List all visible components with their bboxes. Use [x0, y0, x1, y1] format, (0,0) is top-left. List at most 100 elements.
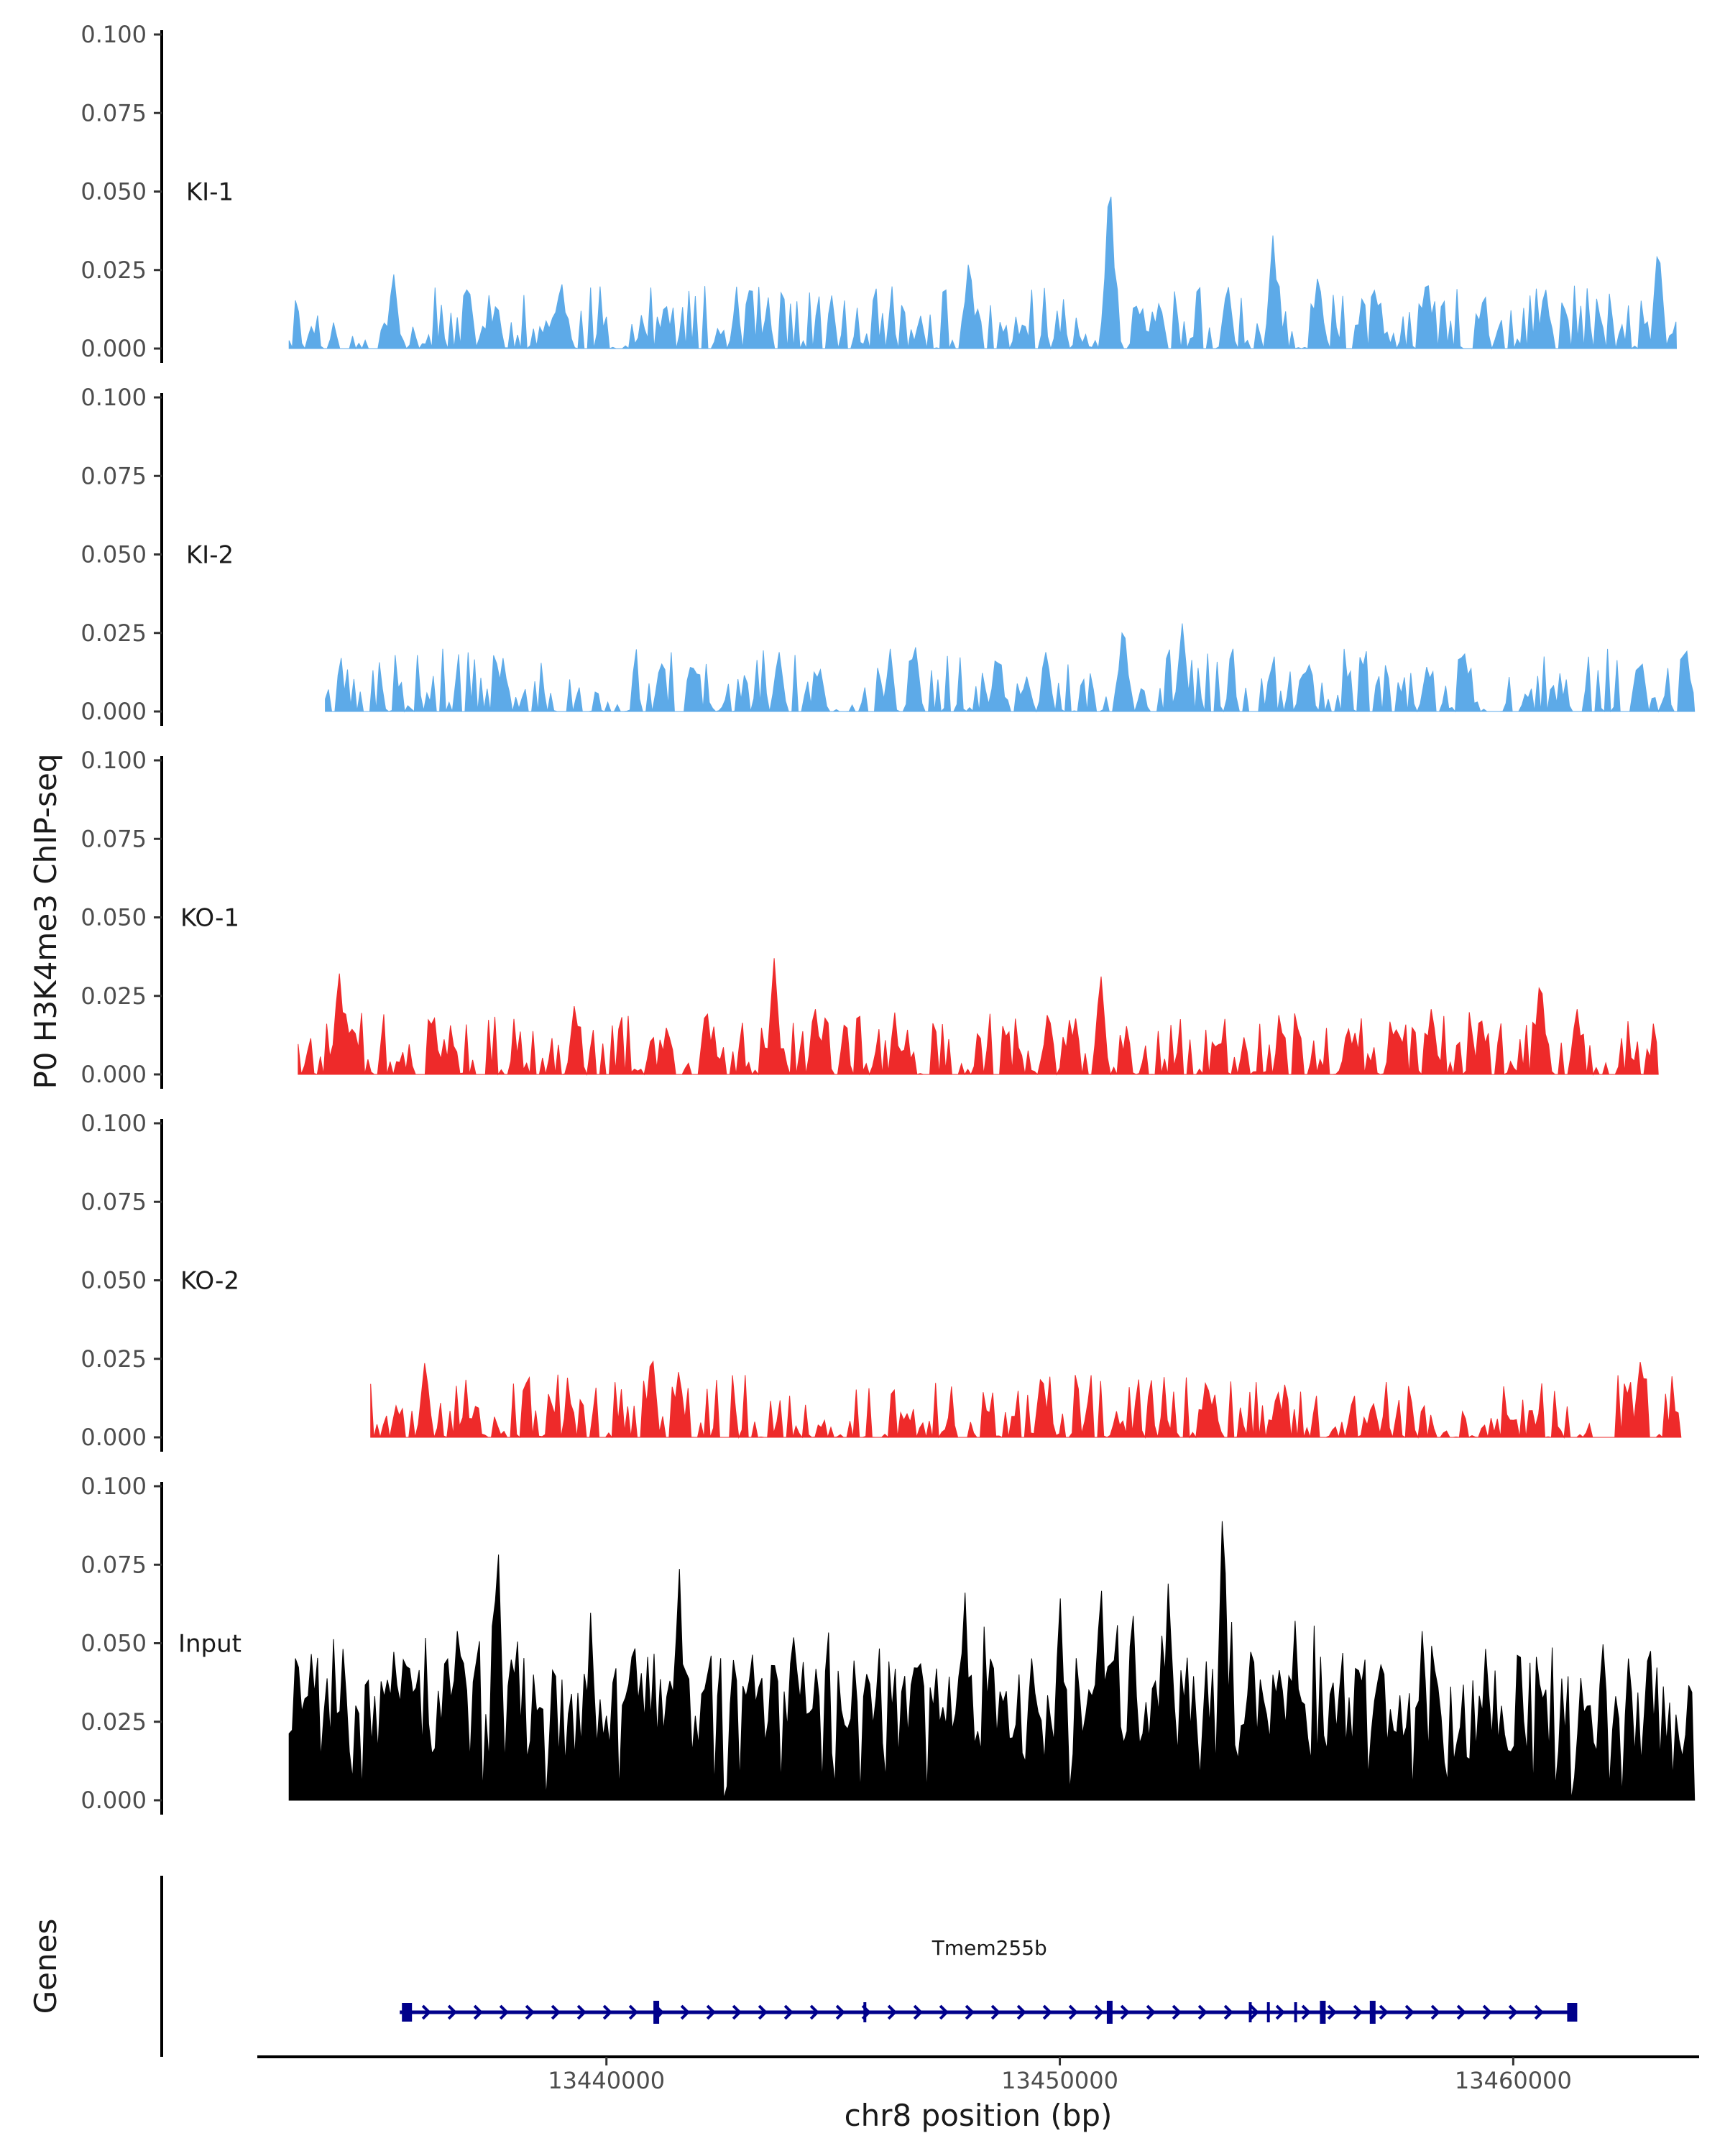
- genes-panel: Genes Tmem255b: [28, 1876, 1578, 2057]
- strand-arrow: [758, 2004, 768, 2020]
- strand-arrow: [732, 2004, 742, 2020]
- gene-name-label: Tmem255b: [932, 1936, 1047, 1960]
- strand-arrow: [1068, 2004, 1078, 2020]
- y-tick-label: 0.100: [80, 384, 147, 411]
- y-tick-label: 0.000: [80, 1424, 147, 1451]
- y-tick-label: 0.050: [80, 178, 147, 206]
- coverage-area: [298, 958, 1659, 1076]
- strand-arrow: [706, 2004, 716, 2020]
- strand-arrow: [1379, 2004, 1389, 2020]
- strand-arrow: [1456, 2004, 1466, 2020]
- strand-arrow: [1120, 2004, 1130, 2020]
- y-tick-label: 0.025: [80, 257, 147, 284]
- strand-arrow: [421, 2004, 431, 2020]
- y-tick-label: 0.025: [80, 619, 147, 647]
- track-ki-2: 0.000 0.025 0.050 0.075 0.100 KI-2: [80, 384, 1696, 726]
- strand-arrow: [1430, 2004, 1440, 2020]
- y-tick-label: 0.050: [80, 904, 147, 931]
- track-label: KI-2: [186, 541, 234, 570]
- coverage-area: [288, 196, 1678, 350]
- y-tick-label: 0.000: [80, 1787, 147, 1814]
- track-label: Input: [178, 1630, 242, 1659]
- gene-exon: [863, 2002, 867, 2022]
- track-label: KI-1: [186, 178, 234, 207]
- gene-exon: [653, 2001, 660, 2024]
- strand-arrow: [1249, 2004, 1259, 2020]
- y-tick-label: 0.075: [80, 462, 147, 489]
- y-tick-label: 0.000: [80, 698, 147, 725]
- strand-arrow: [1016, 2004, 1026, 2020]
- strand-arrow: [1482, 2004, 1492, 2020]
- strand-arrow: [1534, 2004, 1544, 2020]
- strand-arrow: [1508, 2004, 1518, 2020]
- strand-arrow: [576, 2004, 586, 2020]
- track-ko-1: 0.000 0.025 0.050 0.075 0.100 KO-1: [80, 747, 1659, 1089]
- coverage-area: [288, 1521, 1696, 1801]
- gene-exon: [402, 2003, 413, 2022]
- y-tick-label: 0.100: [80, 1110, 147, 1137]
- y-tick-label: 0.050: [80, 1630, 147, 1657]
- coverage-area: [370, 1360, 1682, 1439]
- x-tick-label: 13440000: [548, 2067, 665, 2094]
- strand-arrow: [1353, 2004, 1363, 2020]
- strand-arrow: [447, 2004, 457, 2020]
- y-tick-label: 0.100: [80, 21, 147, 48]
- y-tick-label: 0.000: [80, 335, 147, 362]
- x-axis: 13440000 13450000 13460000: [257, 2055, 1699, 2094]
- y-tick-label: 0.100: [80, 747, 147, 774]
- track-input: 0.000 0.025 0.050 0.075 0.100 Input: [80, 1473, 1696, 1815]
- y-tick-label: 0.025: [80, 982, 147, 1010]
- strand-arrow: [913, 2004, 923, 2020]
- gene-exon: [1294, 2002, 1297, 2022]
- genes-axis-title: Genes: [28, 1919, 63, 2014]
- strand-arrow: [1275, 2004, 1285, 2020]
- strand-arrow: [1146, 2004, 1156, 2020]
- strand-arrow: [1301, 2004, 1311, 2020]
- strand-arrow: [1197, 2004, 1208, 2020]
- y-tick-label: 0.025: [80, 1345, 147, 1373]
- strand-arrow: [1094, 2004, 1104, 2020]
- strand-arrow: [628, 2004, 638, 2020]
- y-tick-label: 0.050: [80, 541, 147, 568]
- strand-arrow: [990, 2004, 1000, 2020]
- coverage-area: [325, 623, 1696, 713]
- tracks-layer: 0.0000.0250.0500.0750.100KI-10.0000.0250…: [80, 21, 1696, 1815]
- strand-arrow: [783, 2004, 794, 2020]
- strand-arrow: [1404, 2004, 1414, 2020]
- strand-arrow: [602, 2004, 612, 2020]
- track-label: KO-2: [180, 1267, 239, 1296]
- gene-exon: [1320, 2001, 1326, 2024]
- y-tick-label: 0.025: [80, 1708, 147, 1736]
- x-tick-label: 13450000: [1001, 2067, 1118, 2094]
- strand-arrow: [835, 2004, 845, 2020]
- x-tick-label: 13460000: [1455, 2067, 1572, 2094]
- strand-arrow: [1223, 2004, 1233, 2020]
- y-tick-label: 0.050: [80, 1267, 147, 1294]
- track-ko-2: 0.000 0.025 0.050 0.075 0.100 KO-2: [80, 1110, 1682, 1452]
- strand-arrow: [551, 2004, 561, 2020]
- y-tick-label: 0.075: [80, 825, 147, 852]
- track-ki-1: 0.000 0.025 0.050 0.075 0.100 KI-1: [80, 21, 1678, 363]
- strand-arrow: [939, 2004, 949, 2020]
- strand-arrow: [965, 2004, 975, 2020]
- strand-arrow: [1172, 2004, 1182, 2020]
- track-label: KO-1: [180, 904, 239, 933]
- y-tick-label: 0.000: [80, 1061, 147, 1088]
- y-tick-label: 0.075: [80, 1551, 147, 1578]
- strand-arrow: [809, 2004, 819, 2020]
- strand-arrow: [473, 2004, 483, 2020]
- gene-exon: [1567, 2003, 1578, 2022]
- strand-arrow: [680, 2004, 690, 2020]
- gene-exon: [1106, 2001, 1113, 2024]
- gene-exon: [1248, 2002, 1252, 2022]
- y-axis-title: P0 H3K4me3 ChIP-seq: [28, 753, 63, 1089]
- strand-arrow: [525, 2004, 535, 2020]
- y-tick-label: 0.075: [80, 99, 147, 126]
- gene-exon: [1369, 2001, 1376, 2024]
- y-tick-label: 0.075: [80, 1188, 147, 1215]
- gene-exon: [1266, 2002, 1270, 2022]
- strand-arrow: [1042, 2004, 1052, 2020]
- strand-arrow: [499, 2004, 509, 2020]
- x-axis-title: chr8 position (bp): [845, 2098, 1113, 2133]
